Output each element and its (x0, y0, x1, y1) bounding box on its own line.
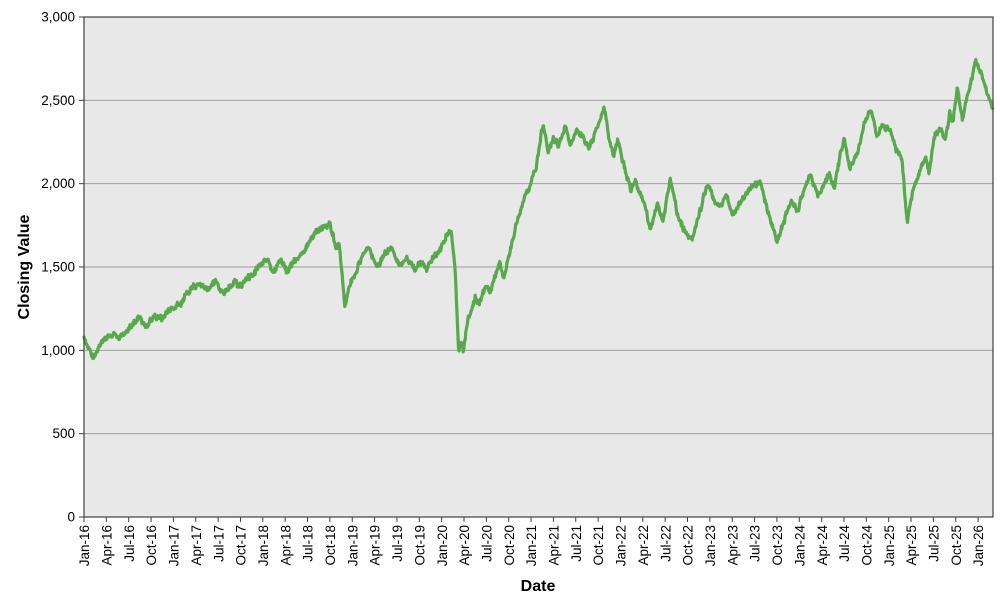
x-tick-label: Jul-25 (927, 525, 942, 562)
x-tick-label: Jul-16 (122, 525, 137, 562)
x-tick-label: Apr-21 (547, 525, 562, 566)
x-tick-label: Oct-17 (234, 525, 249, 566)
x-tick-label: Apr-16 (99, 525, 114, 566)
y-axis-title: Closing Value (16, 214, 33, 320)
x-tick-label: Oct-16 (144, 525, 159, 566)
x-tick-label: Jan-22 (614, 525, 629, 566)
x-tick-label: Apr-24 (815, 525, 830, 566)
x-tick-label: Oct-20 (502, 525, 517, 566)
closing-value-line (82, 57, 995, 361)
y-tick-label: 500 (52, 426, 75, 441)
x-tick-label: Jul-23 (748, 525, 763, 562)
x-tick-label: Jul-19 (390, 525, 405, 562)
x-tick-label: Oct-25 (949, 525, 964, 566)
x-tick-label: Jan-23 (703, 525, 718, 566)
y-tick-label: 1,000 (41, 343, 75, 358)
x-tick-label: Jan-16 (77, 525, 92, 566)
x-tick-label: Jul-24 (837, 525, 852, 562)
x-tick-label: Oct-18 (323, 525, 338, 566)
x-tick-label: Apr-25 (904, 525, 919, 566)
x-tick-label: Jul-17 (211, 525, 226, 562)
x-tick-label: Oct-23 (770, 525, 785, 566)
y-tick-label: 1,500 (41, 260, 75, 275)
plot-border (83, 16, 994, 518)
x-tick-label: Jul-18 (301, 525, 316, 562)
x-axis-title: Date (520, 578, 556, 595)
y-tick-label: 0 (67, 510, 75, 525)
x-tick-label: Jan-25 (882, 525, 897, 566)
x-tick-label: Oct-22 (681, 525, 696, 566)
x-tick-label: Jan-20 (435, 525, 450, 566)
x-tick-label: Jan-17 (167, 525, 182, 566)
x-tick-label: Jan-21 (524, 525, 539, 566)
x-tick-label: Apr-18 (278, 525, 293, 566)
x-tick-label: Jan-19 (345, 525, 360, 566)
x-tick-label: Jan-24 (792, 525, 807, 567)
y-tick-label: 3,000 (41, 10, 75, 25)
x-tick-label: Oct-21 (591, 525, 606, 566)
x-tick-label: Jul-22 (658, 525, 673, 562)
x-tick-label: Oct-19 (412, 525, 427, 566)
x-tick-label: Apr-19 (368, 525, 383, 566)
x-tick-label: Oct-24 (859, 525, 874, 566)
x-tick-label: Jan-26 (971, 525, 986, 566)
x-tick-label: Apr-17 (189, 525, 204, 566)
x-tick-label: Apr-23 (725, 525, 740, 566)
x-tick-label: Jul-20 (479, 525, 494, 562)
x-tick-label: Apr-20 (457, 525, 472, 566)
y-tick-label: 2,500 (41, 93, 75, 108)
x-tick-label: Jan-18 (256, 525, 271, 566)
y-tick-label: 2,000 (41, 176, 75, 191)
x-tick-label: Jul-21 (569, 525, 584, 562)
x-tick-label: Apr-22 (636, 525, 651, 566)
